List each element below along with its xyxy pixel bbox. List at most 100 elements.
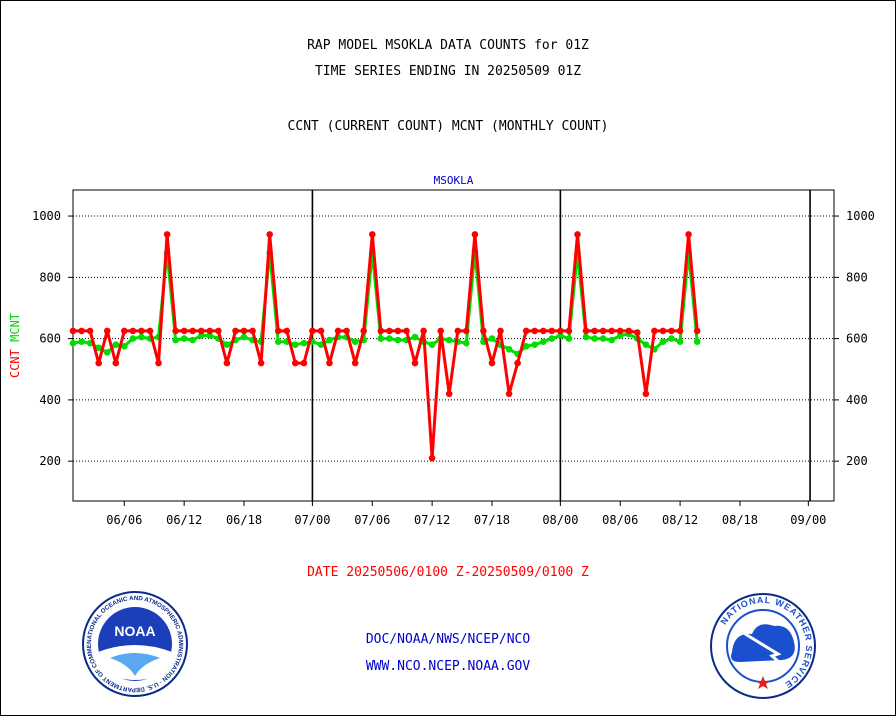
x-tick-label: 06/12: [166, 513, 202, 527]
point-ccnt-38: [394, 327, 402, 335]
x-tick-label: 07/00: [294, 513, 330, 527]
chart-subtitle: CCNT (CURRENT COUNT) MCNT (MONTHLY COUNT…: [287, 119, 609, 134]
y-tick-label-left: 800: [39, 270, 61, 284]
date-range-label: DATE 20250506/0100 Z-20250509/0100 Z: [307, 565, 589, 580]
point-ccnt-47: [471, 231, 479, 238]
point-ccnt-29: [317, 327, 325, 335]
chart-title-line-1: RAP MODEL MSOKLA DATA COUNTS for 01Z: [307, 38, 589, 53]
point-ccnt-27: [300, 359, 308, 367]
noaa-logo: NOAA NATIONAL OCEANIC AND ATMOSPHERIC AD…: [80, 590, 188, 697]
point-mcnt-44: [445, 336, 453, 344]
point-mcnt-14: [189, 336, 196, 344]
point-ccnt-54: [531, 327, 538, 335]
x-tick-label: 06/18: [226, 513, 262, 527]
x-tick-label: 08/00: [542, 513, 578, 527]
point-mcnt-16: [206, 332, 214, 339]
point-ccnt-60: [582, 327, 590, 335]
point-ccnt-64: [616, 327, 624, 335]
point-ccnt-68: [651, 327, 658, 335]
point-ccnt-51: [505, 390, 513, 398]
point-mcnt-13: [180, 335, 188, 342]
point-mcnt-63: [608, 336, 615, 344]
point-mcnt-24: [274, 338, 282, 346]
y-tick-label-right: 800: [846, 270, 868, 284]
point-ccnt-58: [565, 327, 573, 335]
point-ccnt-55: [540, 327, 547, 335]
point-ccnt-70: [668, 327, 675, 335]
point-mcnt-42: [428, 341, 436, 349]
point-ccnt-21: [249, 327, 256, 335]
point-mcnt-61: [591, 335, 598, 342]
point-ccnt-18: [223, 359, 231, 367]
point-mcnt-15: [198, 332, 205, 339]
point-ccnt-42: [428, 454, 436, 462]
point-ccnt-49: [488, 359, 496, 367]
point-mcnt-26: [292, 341, 299, 349]
point-ccnt-40: [411, 359, 419, 367]
point-ccnt-73: [693, 327, 701, 335]
point-ccnt-25: [283, 327, 291, 335]
x-tick-label: 08/18: [722, 513, 758, 527]
point-ccnt-46: [463, 327, 470, 335]
point-ccnt-24: [274, 327, 282, 335]
point-ccnt-30: [326, 359, 333, 367]
point-mcnt-69: [659, 338, 667, 346]
point-mcnt-38: [394, 336, 402, 344]
doc-noaa-link[interactable]: DOC/NOAA/NWS/NCEP/NCO: [365, 632, 531, 647]
point-ccnt-10: [155, 359, 162, 367]
point-ccnt-50: [497, 327, 504, 335]
point-ccnt-32: [343, 327, 350, 335]
point-mcnt-36: [377, 335, 385, 342]
point-ccnt-62: [599, 327, 607, 335]
plot-title: MSOKLA: [434, 174, 474, 187]
point-mcnt-27: [300, 339, 308, 347]
y-tick-label-right: 200: [846, 454, 868, 468]
point-ccnt-67: [642, 390, 650, 398]
point-mcnt-67: [642, 341, 650, 349]
point-ccnt-17: [215, 327, 222, 335]
y-tick-label-left: 200: [39, 454, 61, 468]
point-ccnt-22: [257, 359, 265, 367]
point-ccnt-33: [351, 359, 359, 367]
point-mcnt-49: [488, 335, 496, 342]
point-ccnt-36: [377, 327, 385, 335]
point-mcnt-4: [103, 349, 111, 356]
nco-website-link[interactable]: WWW.NCO.NCEP.NOAA.GOV: [365, 659, 531, 674]
y-axis-label-ccnt: CCNT: [8, 349, 22, 378]
y-axis-label: CCNT MCNT: [8, 313, 22, 378]
point-ccnt-7: [129, 327, 137, 335]
point-mcnt-58: [565, 335, 573, 342]
noaa-logo-label: NOAA: [114, 623, 155, 639]
point-ccnt-12: [172, 327, 179, 335]
point-ccnt-45: [454, 327, 462, 335]
point-mcnt-70: [668, 335, 675, 342]
point-mcnt-30: [326, 336, 333, 344]
point-ccnt-5: [112, 359, 120, 367]
point-mcnt-7: [129, 335, 137, 342]
point-ccnt-71: [676, 327, 684, 335]
point-mcnt-60: [582, 333, 590, 341]
point-ccnt-56: [548, 327, 556, 335]
point-mcnt-37: [386, 335, 393, 342]
point-mcnt-57: [557, 332, 564, 339]
point-mcnt-55: [540, 338, 547, 346]
point-mcnt-1: [78, 338, 85, 346]
point-ccnt-37: [386, 327, 393, 335]
point-mcnt-53: [522, 343, 530, 350]
point-ccnt-26: [292, 359, 299, 367]
x-tick-label: 07/18: [474, 513, 510, 527]
point-mcnt-29: [317, 341, 325, 349]
x-tick-label: 07/12: [414, 513, 450, 527]
point-ccnt-61: [591, 327, 598, 335]
y-tick-label-right: 400: [846, 393, 868, 407]
point-ccnt-2: [86, 327, 94, 335]
point-ccnt-69: [659, 327, 667, 335]
point-ccnt-57: [557, 327, 564, 335]
x-tick-label: 08/06: [602, 513, 638, 527]
point-ccnt-11: [163, 231, 171, 238]
point-ccnt-13: [180, 327, 188, 335]
point-ccnt-66: [634, 329, 641, 336]
point-mcnt-12: [172, 336, 179, 344]
point-mcnt-64: [616, 332, 624, 339]
